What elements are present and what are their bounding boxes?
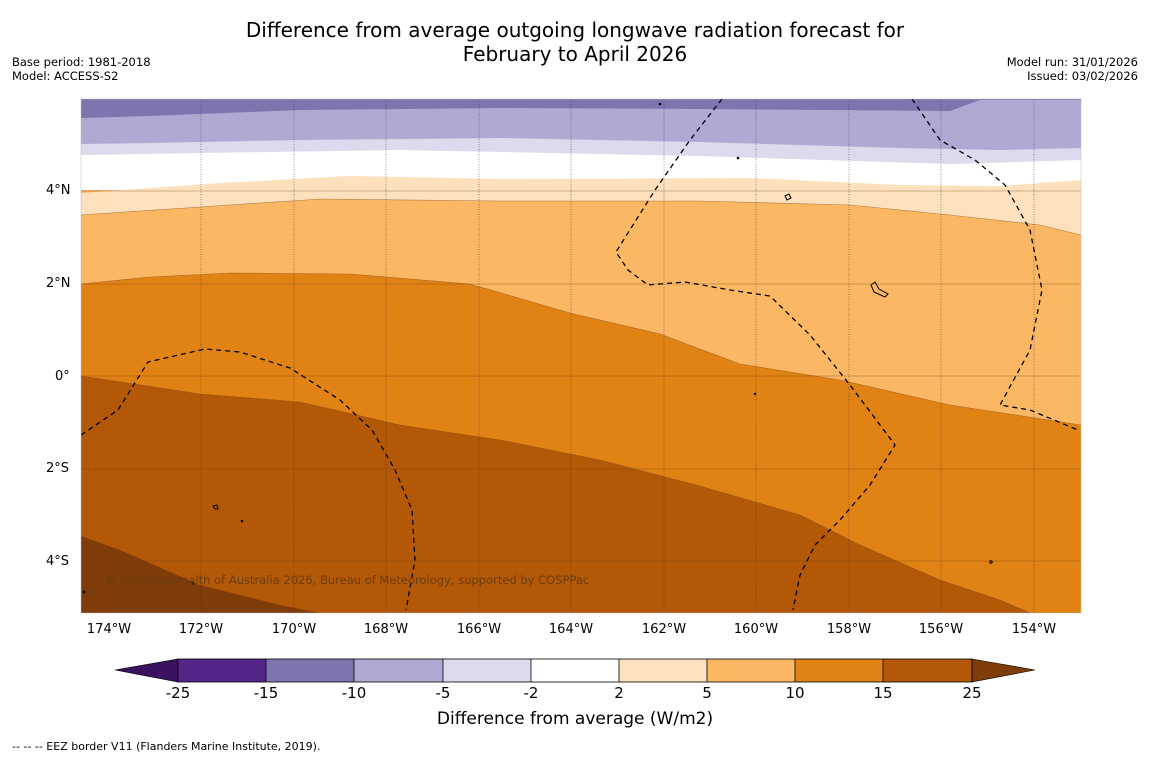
colorbar-dividers: [265, 659, 884, 682]
graticule: [200, 99, 1035, 613]
colorbar-bin-1: [178, 659, 266, 682]
colorbar-tick: -15: [253, 684, 279, 702]
lon-label-170w: 170°W: [271, 622, 317, 637]
colorbar-tick: -2: [523, 684, 539, 702]
island-5: [989, 560, 993, 564]
band-neg15-neg10: [81, 99, 1081, 118]
colorbar-tick: 25: [962, 684, 982, 702]
lon-label-172w: 172°W: [178, 622, 224, 637]
colorbar-high-arrow: [971, 658, 1036, 683]
chart-title: Difference from average outgoing longwav…: [0, 18, 1150, 66]
island-2: [870, 281, 889, 298]
colorbar-bin-8: [795, 659, 883, 682]
base-period-text: Base period: 1981-2018: [12, 55, 151, 69]
lon-label-156w: 156°W: [918, 622, 964, 637]
colorbar-title: Difference from average (W/m2): [436, 709, 714, 729]
island-4: [240, 519, 244, 523]
copyright-notice: © Commonwealth of Australia 2026, Bureau…: [105, 573, 590, 587]
model-run-text: Model run: 31/01/2026: [1006, 55, 1138, 69]
colorbar-tick: -25: [165, 684, 191, 702]
band-neg10-neg5: [81, 99, 1081, 150]
lon-label-154w: 154°W: [1011, 622, 1057, 637]
lat-gridlines: [81, 190, 1081, 562]
band-15-25: [81, 376, 1030, 613]
island-1: [784, 193, 792, 201]
colorbar-bin-4: [443, 659, 531, 682]
lon-label-162w: 162°W: [641, 622, 687, 637]
colorbar-bin-3: [354, 659, 443, 682]
plot-border: [80, 98, 1082, 614]
colorbar-bin-6: [619, 659, 707, 682]
title-line-2: February to April 2026: [462, 42, 688, 66]
island-3: [212, 504, 219, 510]
title-line-1: Difference from average outgoing longwav…: [245, 18, 905, 42]
lat-label-0: 0°: [55, 369, 70, 384]
colorbar-bin-9: [883, 659, 972, 682]
islands: [82, 102, 993, 594]
colorbar-bin-7: [707, 659, 795, 682]
colorbar-tick: 15: [873, 684, 893, 702]
anomaly-field: [81, 99, 1081, 613]
colorbar-tick: 2: [614, 684, 624, 702]
island-7: [658, 102, 662, 106]
issued-text: Issued: 03/02/2026: [1027, 69, 1138, 83]
band-over-25: [81, 536, 320, 613]
eez-footnote: -- -- -- EEZ border V11 (Flanders Marine…: [12, 740, 321, 753]
island-10: [82, 590, 86, 594]
lon-label-166w: 166°W: [456, 622, 502, 637]
run-info: Model run: 31/01/2026 Issued: 03/02/2026: [1007, 55, 1138, 83]
colorbar-tick: -5: [435, 684, 451, 702]
lon-label-174w: 174°W: [86, 622, 132, 637]
colorbar-bin-2: [266, 659, 354, 682]
lon-label-164w: 164°W: [548, 622, 594, 637]
lat-label-4s: 4°S: [46, 554, 70, 569]
contour-lines: [81, 198, 1081, 613]
lat-label-2s: 2°S: [46, 461, 70, 476]
eez-borders: [81, 99, 1079, 611]
model-text: Model: ACCESS-S2: [12, 69, 119, 83]
base-info: Base period: 1981-2018 Model: ACCESS-S2: [12, 55, 151, 83]
lon-label-160w: 160°W: [733, 622, 779, 637]
colorbar-frame: [177, 658, 973, 683]
island-6: [753, 392, 757, 396]
island-8: [736, 156, 740, 160]
colorbar-bin-5: [531, 659, 619, 682]
colorbar-tick: 10: [785, 684, 805, 702]
colorbar-tick: -10: [341, 684, 367, 702]
colorbar: [114, 658, 1036, 683]
colorbar-tick: 5: [702, 684, 712, 702]
lat-label-4n: 4°N: [46, 183, 71, 198]
lon-label-158w: 158°W: [826, 622, 872, 637]
lat-label-2n: 2°N: [46, 276, 71, 291]
island-9: [191, 581, 195, 585]
colorbar-low-arrow: [114, 658, 179, 683]
lon-label-168w: 168°W: [363, 622, 409, 637]
